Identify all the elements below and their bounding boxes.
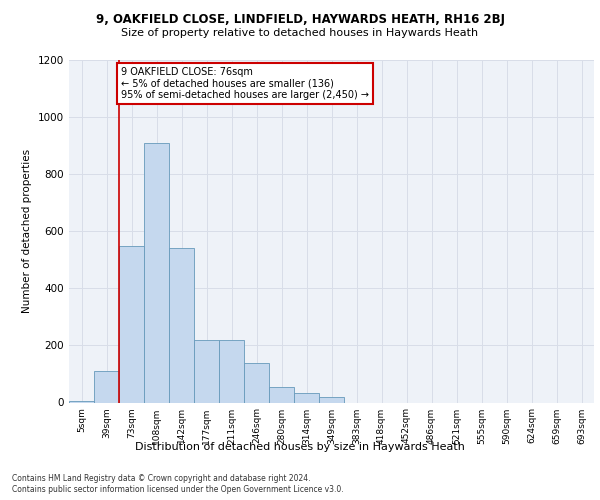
Text: Contains public sector information licensed under the Open Government Licence v3: Contains public sector information licen… bbox=[12, 485, 344, 494]
Bar bbox=[144, 143, 169, 403]
Bar bbox=[269, 387, 294, 402]
Bar bbox=[244, 362, 269, 403]
Y-axis label: Number of detached properties: Number of detached properties bbox=[22, 149, 32, 314]
Bar bbox=[169, 248, 194, 402]
Text: Distribution of detached houses by size in Haywards Heath: Distribution of detached houses by size … bbox=[135, 442, 465, 452]
Bar bbox=[319, 397, 344, 402]
Text: Size of property relative to detached houses in Haywards Heath: Size of property relative to detached ho… bbox=[121, 28, 479, 38]
Text: 9 OAKFIELD CLOSE: 76sqm
← 5% of detached houses are smaller (136)
95% of semi-de: 9 OAKFIELD CLOSE: 76sqm ← 5% of detached… bbox=[121, 67, 369, 100]
Bar bbox=[94, 371, 119, 402]
Bar bbox=[294, 394, 319, 402]
Bar bbox=[194, 340, 219, 402]
Bar bbox=[219, 340, 244, 402]
Text: Contains HM Land Registry data © Crown copyright and database right 2024.: Contains HM Land Registry data © Crown c… bbox=[12, 474, 311, 483]
Text: 9, OAKFIELD CLOSE, LINDFIELD, HAYWARDS HEATH, RH16 2BJ: 9, OAKFIELD CLOSE, LINDFIELD, HAYWARDS H… bbox=[95, 12, 505, 26]
Bar bbox=[69, 401, 94, 402]
Bar bbox=[119, 246, 144, 402]
